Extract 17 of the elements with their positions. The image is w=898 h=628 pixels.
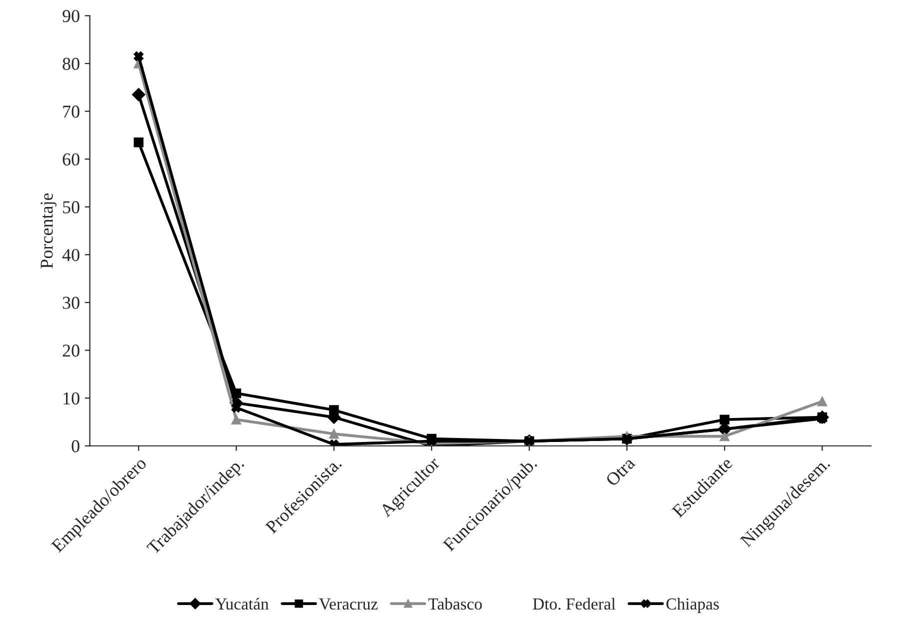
y-tick-label: 90 — [62, 10, 80, 22]
legend-label: Yucatán — [215, 598, 269, 610]
y-tick-label: 30 — [62, 296, 80, 309]
legend-label: Tabasco — [428, 598, 482, 610]
legend-label: Chiapas — [666, 598, 719, 613]
y-tick-label: 40 — [62, 248, 80, 262]
text: Dto. Federal — [532, 598, 616, 610]
y-tick-label: 80 — [62, 58, 80, 70]
y-tick-label: 70 — [63, 106, 80, 118]
y-axis-title: Porcentaje — [40, 193, 56, 268]
y-tick-label: 10 — [64, 392, 80, 405]
x-tick-label: Otra — [605, 456, 636, 487]
y-tick-label: 50 — [63, 201, 80, 214]
y-tick-label: 0 — [72, 440, 80, 452]
legend-label: Veracruz — [319, 598, 378, 610]
y-tick-label: 60 — [62, 153, 80, 166]
y-tick-label: 20 — [62, 344, 80, 357]
